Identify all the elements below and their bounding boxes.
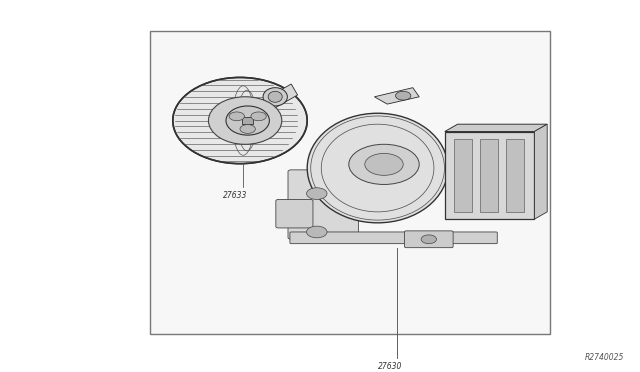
Circle shape — [251, 112, 266, 121]
Ellipse shape — [173, 77, 307, 164]
Ellipse shape — [268, 91, 282, 102]
FancyBboxPatch shape — [276, 199, 313, 228]
Circle shape — [396, 91, 411, 100]
Polygon shape — [445, 124, 547, 132]
Bar — [150, 31, 550, 334]
Circle shape — [365, 153, 403, 175]
Text: 27633: 27633 — [223, 191, 247, 200]
Bar — [480, 139, 498, 212]
Circle shape — [229, 112, 244, 121]
Ellipse shape — [226, 106, 269, 135]
FancyBboxPatch shape — [288, 170, 358, 239]
Text: R2740025: R2740025 — [584, 353, 624, 362]
Circle shape — [307, 188, 327, 199]
FancyBboxPatch shape — [404, 231, 453, 248]
Bar — [242, 117, 253, 124]
Circle shape — [421, 235, 436, 244]
Ellipse shape — [263, 88, 287, 106]
Polygon shape — [259, 84, 298, 110]
Circle shape — [349, 144, 419, 185]
Circle shape — [307, 226, 327, 238]
Ellipse shape — [209, 97, 282, 144]
Ellipse shape — [307, 113, 448, 223]
Polygon shape — [374, 88, 419, 104]
Bar — [445, 132, 534, 219]
FancyBboxPatch shape — [290, 232, 497, 244]
Text: 27630: 27630 — [378, 362, 403, 371]
Bar — [454, 139, 472, 212]
Circle shape — [240, 125, 255, 134]
Polygon shape — [534, 124, 547, 219]
Bar — [506, 139, 524, 212]
